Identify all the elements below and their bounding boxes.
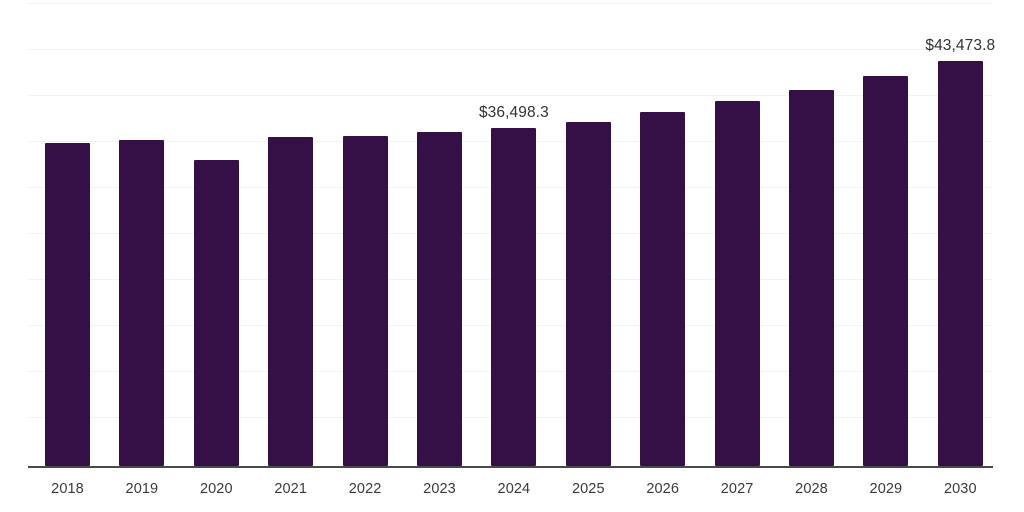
x-tick-label-2026: 2026 (646, 481, 680, 497)
bar-2028[interactable] (789, 90, 834, 466)
x-tick-label-2018: 2018 (51, 481, 84, 497)
x-tick-label-2021: 2021 (274, 481, 308, 497)
x-axis-line (28, 466, 993, 468)
bar-2023[interactable] (417, 132, 462, 466)
x-tick-label-2028: 2028 (795, 481, 828, 497)
x-tick-label-2027: 2027 (720, 481, 754, 497)
bar-value-label-2024: $36,498.3 (478, 104, 549, 121)
x-tick-label-2022: 2022 (348, 481, 382, 497)
bar-2025[interactable] (565, 122, 611, 466)
bar-2030[interactable] (937, 61, 983, 466)
x-tick-label-2029: 2029 (869, 481, 903, 497)
x-tick-label-2020: 2020 (199, 481, 233, 497)
bar-2024[interactable] (491, 128, 537, 466)
x-tick-label-2019: 2019 (125, 481, 159, 497)
x-axis-tick-labels: 2018 2019 2020 2021 2022 2023 2024 2025 2026 2027… (0, 481, 1024, 511)
x-tick-label-2023: 2023 (423, 481, 456, 497)
bar-2021[interactable] (268, 137, 314, 466)
x-tick-label-2025: 2025 (571, 481, 605, 497)
bar-value-label-2030: $43,473.8 (925, 37, 996, 54)
x-tick-label-2030: 2030 (943, 481, 977, 497)
bar-2026[interactable] (640, 112, 686, 466)
x-tick-label-2024: 2024 (497, 481, 531, 497)
bar-2027[interactable] (714, 101, 760, 466)
bar-2019[interactable] (119, 140, 165, 466)
bar-2018[interactable] (45, 143, 90, 466)
bar-2020[interactable] (193, 160, 239, 466)
chart-plot-area: $36,498.3 $43,473.8 (45, 37, 996, 466)
bar-2022[interactable] (342, 136, 388, 466)
bar-2029[interactable] (863, 76, 909, 466)
